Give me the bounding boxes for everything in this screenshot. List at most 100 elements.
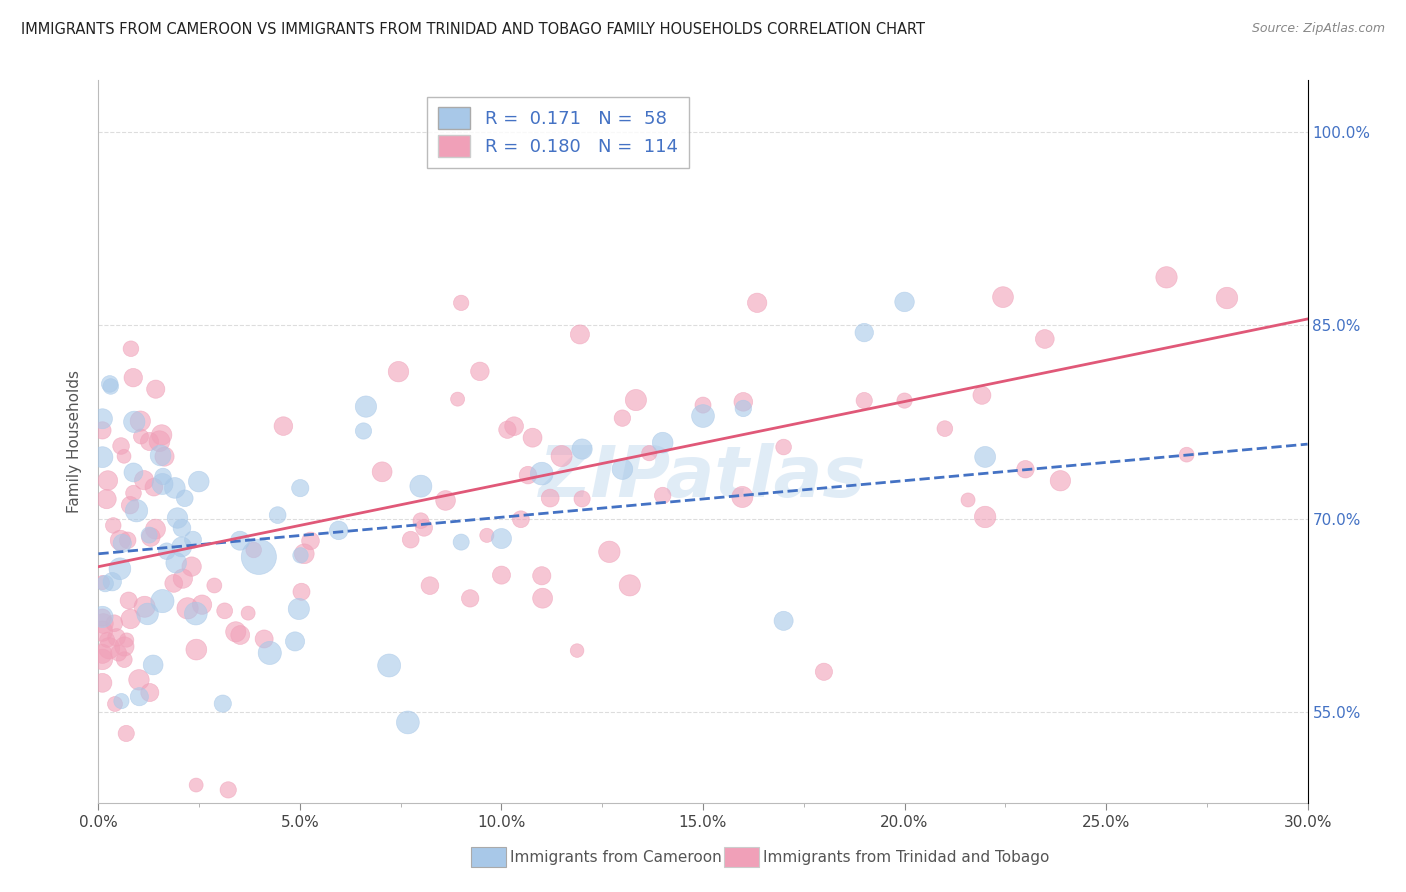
Point	[110, 439, 132, 453]
Point	[491, 532, 513, 546]
Point	[475, 528, 498, 542]
Point	[1156, 270, 1178, 285]
Point	[893, 294, 915, 309]
Point	[166, 511, 188, 525]
Point	[115, 726, 138, 740]
Point	[692, 409, 714, 423]
Point	[112, 652, 135, 666]
Point	[134, 599, 156, 614]
Point	[229, 628, 252, 642]
Text: ZIPatlas: ZIPatlas	[540, 443, 866, 512]
Point	[468, 364, 491, 378]
Point	[180, 559, 202, 574]
Point	[253, 632, 276, 646]
Point	[399, 533, 422, 547]
Point	[191, 598, 214, 612]
Point	[110, 533, 132, 548]
Point	[184, 607, 207, 621]
Point	[211, 697, 233, 711]
Text: IMMIGRANTS FROM CAMEROON VS IMMIGRANTS FROM TRINIDAD AND TOBAGO FAMILY HOUSEHOLD: IMMIGRANTS FROM CAMEROON VS IMMIGRANTS F…	[21, 22, 925, 37]
Point	[853, 326, 876, 340]
Point	[651, 488, 673, 502]
Point	[747, 295, 769, 310]
Point	[273, 419, 295, 434]
Point	[142, 480, 165, 494]
Point	[101, 574, 124, 589]
Point	[117, 533, 139, 548]
Point	[229, 533, 252, 548]
Point	[236, 606, 259, 620]
Point	[132, 473, 155, 487]
Point	[107, 646, 129, 660]
Point	[98, 641, 121, 656]
Point	[651, 435, 673, 450]
Point	[290, 584, 312, 599]
Point	[638, 446, 661, 460]
Point	[733, 394, 755, 409]
Point	[152, 477, 174, 491]
Point	[163, 576, 186, 591]
Point	[692, 398, 714, 412]
Point	[217, 783, 239, 797]
Point	[181, 533, 204, 547]
Point	[128, 673, 150, 687]
Point	[152, 469, 174, 483]
Point	[387, 365, 409, 379]
Point	[163, 481, 186, 495]
Point	[538, 491, 561, 505]
Point	[129, 429, 152, 443]
Point	[491, 568, 513, 582]
Point	[612, 462, 634, 476]
Point	[1033, 332, 1056, 346]
Point	[934, 422, 956, 436]
Point	[371, 465, 394, 479]
Point	[530, 467, 553, 481]
Point	[165, 556, 187, 570]
Point	[225, 624, 247, 639]
Point	[731, 490, 754, 504]
Point	[259, 646, 281, 660]
Point	[419, 579, 441, 593]
Point	[247, 549, 270, 564]
Point	[186, 642, 208, 657]
Point	[974, 450, 997, 464]
Point	[103, 518, 125, 533]
Point	[772, 440, 794, 454]
Point	[266, 508, 288, 522]
Point	[550, 449, 572, 463]
Point	[149, 449, 172, 463]
Point	[1175, 448, 1198, 462]
Point	[290, 481, 312, 495]
Point	[619, 578, 641, 592]
Point	[120, 498, 142, 512]
Point	[434, 493, 457, 508]
Point	[450, 296, 472, 310]
Text: Immigrants from Trinidad and Tobago: Immigrants from Trinidad and Tobago	[763, 850, 1050, 864]
Point	[145, 382, 167, 396]
Point	[176, 601, 198, 615]
Point	[111, 536, 134, 550]
Point	[413, 521, 436, 535]
Point	[503, 419, 526, 434]
Point	[290, 549, 312, 563]
Point	[1014, 462, 1036, 476]
Text: Immigrants from Cameroon: Immigrants from Cameroon	[510, 850, 723, 864]
Point	[299, 533, 322, 548]
Point	[96, 632, 118, 647]
Point	[172, 572, 194, 586]
Legend: R =  0.171   N =  58, R =  0.180   N =  114: R = 0.171 N = 58, R = 0.180 N = 114	[427, 96, 689, 168]
Point	[328, 524, 350, 538]
Point	[568, 327, 591, 342]
Point	[173, 491, 195, 506]
Point	[91, 411, 114, 425]
Point	[122, 486, 145, 500]
Point	[98, 376, 121, 391]
Point	[91, 652, 114, 666]
Point	[124, 415, 146, 429]
Point	[110, 694, 132, 708]
Point	[517, 468, 540, 483]
Point	[91, 610, 114, 624]
Point	[970, 388, 993, 402]
Point	[94, 576, 117, 591]
Point	[139, 685, 162, 699]
